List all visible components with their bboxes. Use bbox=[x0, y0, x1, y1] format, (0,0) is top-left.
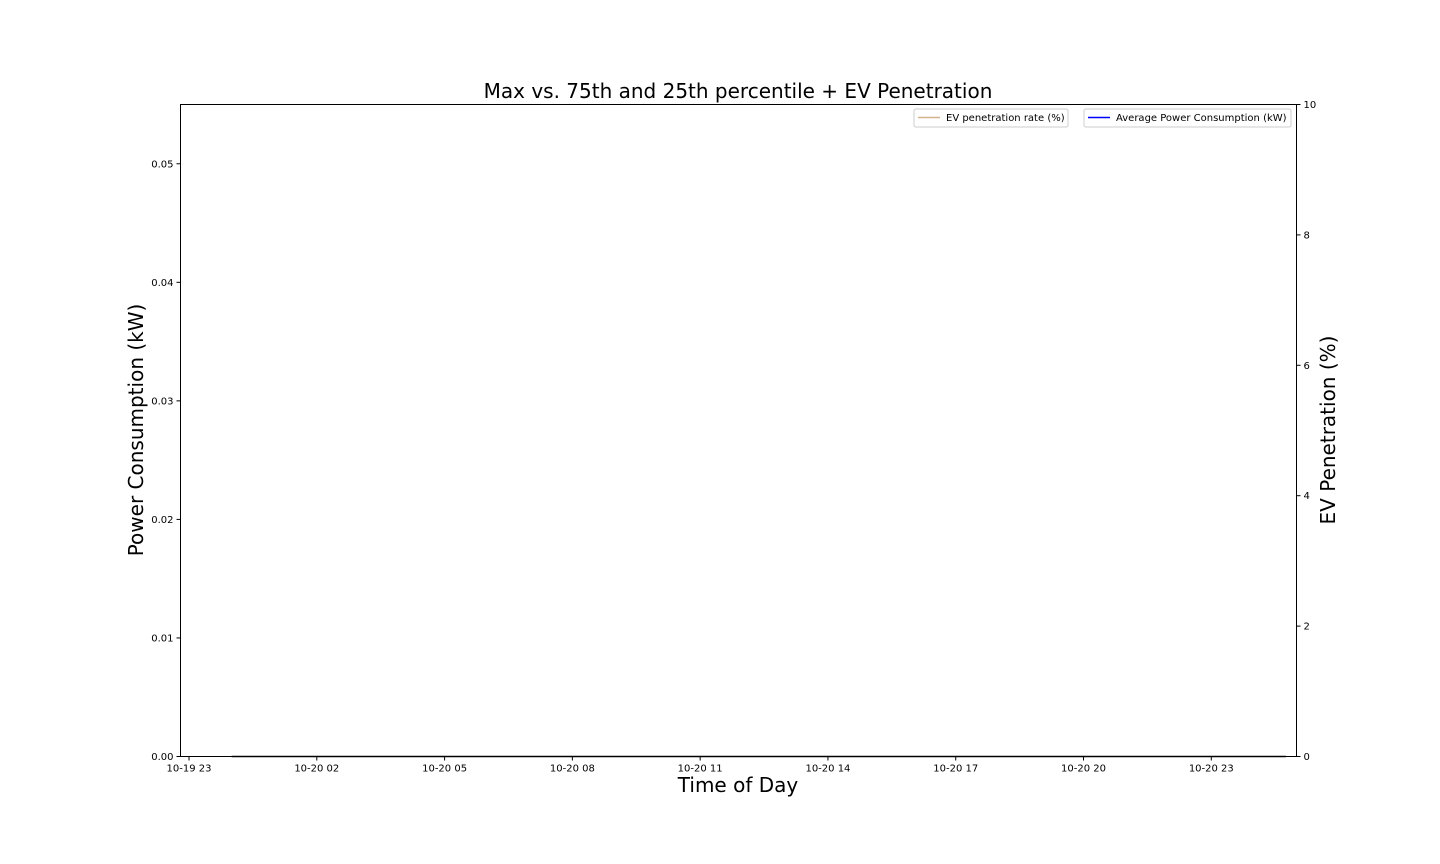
y2-tick-label: 6 bbox=[1304, 361, 1310, 372]
chart-title: Max vs. 75th and 25th percentile + EV Pe… bbox=[484, 79, 993, 103]
y-tick-label: 0.00 bbox=[151, 752, 173, 763]
legend-secondary-label: EV penetration rate (%) bbox=[946, 113, 1065, 124]
x-tick-label: 10-20 23 bbox=[1189, 764, 1234, 775]
y2-axis-label: EV Penetration (%) bbox=[1316, 336, 1340, 525]
x-axis-ticks: 10-19 23 10-20 02 10-20 05 10-20 08 10-20 11… bbox=[167, 756, 1234, 775]
plot-area bbox=[180, 104, 1297, 757]
x-tick-label: 10-20 11 bbox=[678, 764, 723, 775]
legend-secondary-box bbox=[913, 108, 1069, 128]
x-axis-label: Time of Day bbox=[677, 773, 799, 797]
x-tick-label: 10-20 20 bbox=[1061, 764, 1106, 775]
y2-tick-label: 4 bbox=[1304, 491, 1310, 502]
y2-tick-label: 8 bbox=[1304, 230, 1310, 241]
y-axis-ticks: 0.00 0.01 0.02 0.03 0.04 0.05 bbox=[151, 159, 181, 763]
y-axis-label: Power Consumption (kW) bbox=[124, 304, 148, 557]
legend-secondary: EV penetration rate (%) bbox=[913, 108, 1069, 128]
y-tick-label: 0.05 bbox=[151, 159, 173, 170]
legend-primary: Average Power Consumption (kW) bbox=[1083, 108, 1292, 128]
x-tick-label: 10-19 23 bbox=[167, 764, 212, 775]
y2-tick-label: 0 bbox=[1304, 752, 1310, 763]
x-tick-label: 10-20 08 bbox=[550, 764, 595, 775]
y-tick-label: 0.03 bbox=[151, 396, 173, 407]
legend-primary-label: Average Power Consumption (kW) bbox=[1116, 113, 1287, 124]
x-tick-label: 10-20 14 bbox=[805, 764, 850, 775]
y-tick-label: 0.02 bbox=[151, 515, 173, 526]
legend-primary-box bbox=[1083, 108, 1292, 128]
y-tick-label: 0.04 bbox=[151, 278, 173, 289]
x-tick-label: 10-20 05 bbox=[422, 764, 467, 775]
x-tick-label: 10-20 02 bbox=[294, 764, 339, 775]
y2-tick-label: 10 bbox=[1304, 100, 1317, 111]
y2-tick-label: 2 bbox=[1304, 622, 1310, 633]
y-tick-label: 0.01 bbox=[151, 633, 173, 644]
y2-axis-ticks: 0 2 4 6 8 10 bbox=[1296, 100, 1317, 763]
x-tick-label: 10-20 17 bbox=[933, 764, 978, 775]
